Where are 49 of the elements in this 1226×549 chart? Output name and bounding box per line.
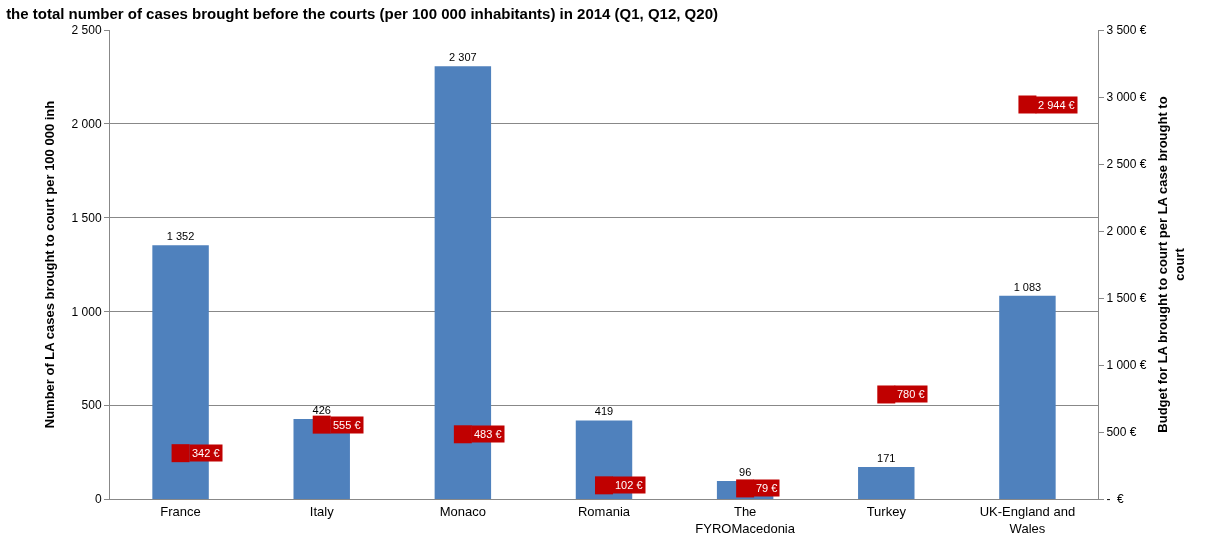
x-tick-label: France — [160, 503, 201, 519]
data-label: 426 — [312, 404, 331, 417]
x-tick-label: Monaco — [439, 503, 486, 519]
data-label: 1 352 — [166, 230, 195, 243]
x-tick-label: UK-England and Wales — [979, 503, 1076, 536]
data-label: 102 € — [615, 479, 643, 491]
point — [877, 385, 896, 404]
y2-tick-label: 2 000 € — [1106, 224, 1147, 239]
bar — [152, 245, 209, 499]
data-label: 96 — [739, 465, 752, 478]
data-label: 1 083 — [1013, 280, 1042, 293]
y2-tick-label: 3 000 € — [1106, 90, 1147, 105]
data-label: 780 € — [897, 388, 925, 400]
y-tick-label: 0 — [94, 492, 102, 507]
x-tick-label: Romania — [577, 503, 631, 519]
y2-tick-label: 500 € — [1106, 425, 1137, 440]
y2-axis-title: Budget for LA brought to court per LA case brought to court — [1155, 96, 1188, 433]
x-tick-label: Italy — [309, 503, 335, 519]
y-axis-title: Number of LA cases brought to court per 100 000 inh — [41, 100, 57, 429]
y2-tick-label: 1 500 € — [1106, 291, 1147, 306]
point — [595, 476, 613, 495]
point — [453, 425, 472, 444]
x-tick-label: The FYROMacedonia — [695, 503, 796, 536]
data-label: 171 — [877, 451, 896, 464]
y2-tick-label: 2 500 € — [1106, 157, 1147, 172]
y2-tick-label: 1 000 € — [1106, 358, 1147, 373]
data-label: 555 € — [333, 419, 361, 431]
chart-title: the total number of cases brought before the courts (per 100 000 inhabitants) in 2014 (Q1, Q12, Q20) — [6, 4, 718, 22]
bar — [434, 66, 492, 499]
y-tick-label: 1 500 — [71, 210, 102, 225]
point — [736, 479, 755, 498]
y-tick-label: 2 000 — [71, 117, 102, 131]
y2-tick-label: - € — [1106, 492, 1125, 507]
y-tick-label: 1 000 — [71, 304, 102, 319]
y2-tick-label: 3 500 € — [1106, 23, 1147, 38]
point — [1018, 95, 1037, 114]
x-tick-label: Turkey — [866, 503, 907, 519]
data-label: 483 € — [474, 428, 502, 440]
y-tick-label: 2 500 — [71, 23, 102, 38]
data-label: 2 944 € — [1038, 99, 1075, 111]
data-label: 2 307 — [449, 51, 477, 64]
bar — [858, 466, 915, 499]
point — [171, 444, 190, 463]
point — [312, 415, 331, 434]
data-label: 342 € — [192, 447, 220, 459]
data-label: 79 € — [756, 482, 778, 494]
y-tick-label: 500 — [81, 398, 102, 413]
bar — [999, 295, 1056, 499]
data-label: 419 — [594, 405, 614, 418]
